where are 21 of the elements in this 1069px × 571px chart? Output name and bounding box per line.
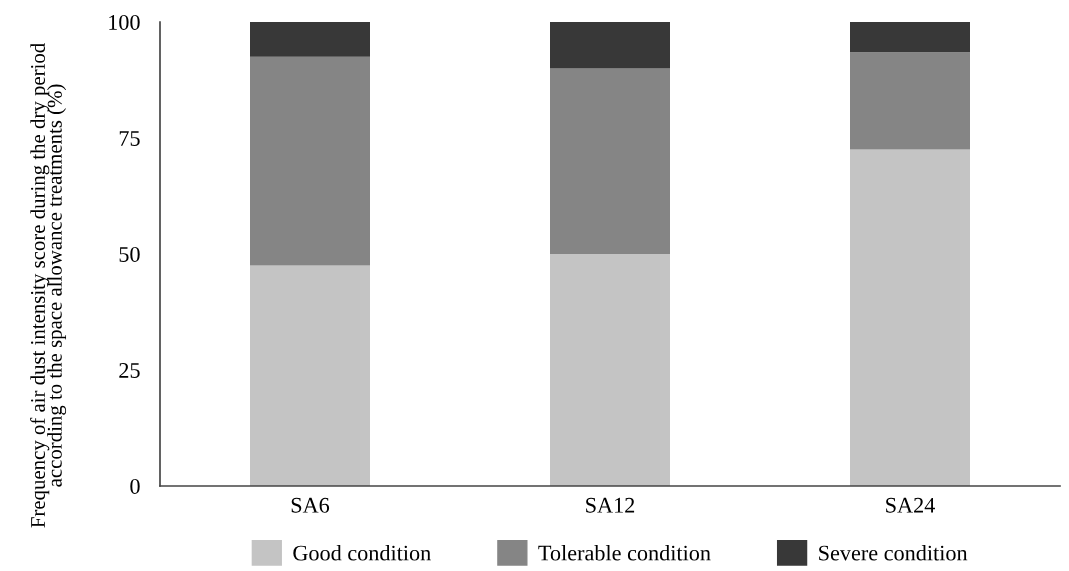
legend-label: Tolerable condition <box>538 544 711 561</box>
bar <box>850 22 970 53</box>
bar <box>850 52 970 150</box>
legend-label: Good condition <box>293 544 431 561</box>
legend-label: Severe condition <box>819 544 968 561</box>
y-axis-title: Frequency of air dust intensity score during the dry period according to the space allowance treatments (%) <box>30 43 67 528</box>
bar <box>250 22 370 57</box>
x-tick-label: SA12 <box>586 497 635 513</box>
bar <box>850 149 970 486</box>
x-tick-label: SA6 <box>291 497 330 513</box>
y-tick-label: 25 <box>119 362 140 378</box>
y-tick-label: 50 <box>119 246 140 262</box>
y-tick-label: 100 <box>109 14 140 30</box>
bar <box>550 254 670 486</box>
y-tick-label: 75 <box>119 131 140 146</box>
y-tick-label: 0 <box>130 478 140 494</box>
bar <box>550 68 670 254</box>
bar <box>250 265 370 486</box>
bar <box>250 56 370 266</box>
bar <box>550 22 670 69</box>
x-tick-label: SA24 <box>886 497 935 513</box>
